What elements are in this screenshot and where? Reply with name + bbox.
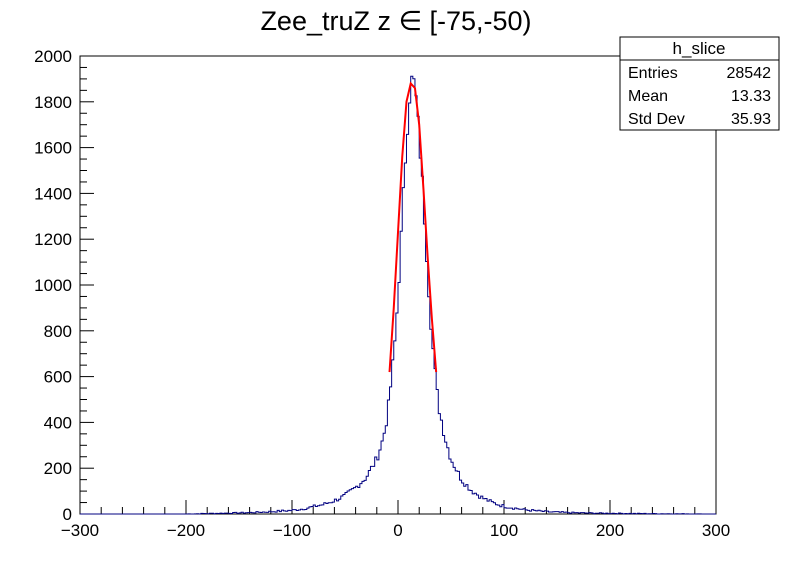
- stats-stddev-label: Std Dev: [628, 111, 685, 128]
- stats-box-title: h_slice: [673, 39, 726, 58]
- y-tick-label: 1800: [34, 93, 72, 112]
- y-tick-label: 600: [44, 368, 72, 387]
- fit-curve: [388, 81, 438, 373]
- x-tick-label: 100: [490, 521, 518, 540]
- y-tick-label: 2000: [34, 47, 72, 66]
- stats-box-border: [619, 36, 780, 131]
- x-tick-label: 200: [596, 521, 624, 540]
- x-tick-label: −200: [167, 521, 205, 540]
- y-tick-label: 1400: [34, 184, 72, 203]
- y-tick-label: 200: [44, 459, 72, 478]
- x-tick-label: −300: [61, 521, 99, 540]
- chart-title: Zee_truZ z ∈ [-75,-50): [260, 6, 531, 36]
- x-tick-label: 300: [702, 521, 730, 540]
- histogram-series: [80, 75, 716, 515]
- x-tick-label: 0: [393, 521, 402, 540]
- stats-entries-value: 28542: [727, 65, 772, 82]
- y-tick-label: 400: [44, 413, 72, 432]
- stats-entries-label: Entries: [628, 65, 678, 82]
- stats-mean-value: 13.33: [731, 88, 771, 105]
- y-tick-label: 1200: [34, 230, 72, 249]
- y-tick-label: 1600: [34, 139, 72, 158]
- y-tick-label: 800: [44, 322, 72, 341]
- y-tick-label: 0: [63, 505, 72, 524]
- stats-stddev-value: 35.93: [731, 111, 771, 128]
- x-tick-label: −100: [273, 521, 311, 540]
- y-tick-label: 1000: [34, 276, 72, 295]
- stats-mean-label: Mean: [628, 88, 668, 105]
- stats-box: h_slice Entries 28542 Mean 13.33 Std Dev…: [619, 36, 780, 131]
